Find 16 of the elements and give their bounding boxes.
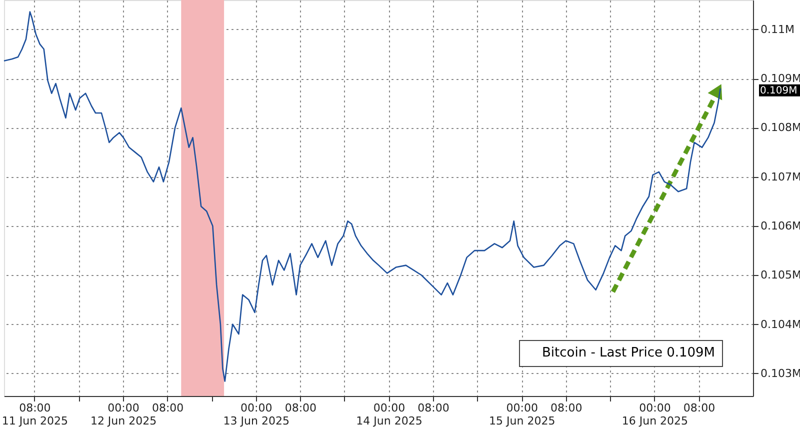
x-tick-label: 08:00 <box>418 402 450 414</box>
x-tick-label: 08:00 11 Jun 2025 <box>2 402 68 428</box>
x-tick-label: 08:00 <box>284 402 317 414</box>
y-tick-label: 0.105M <box>760 268 800 282</box>
y-tick-label: 0.106M <box>760 220 800 233</box>
y-tick-label: 0.11M <box>760 22 794 36</box>
x-tick-label: 08:00 <box>152 402 184 414</box>
y-tick-label: 0.103M <box>760 366 800 380</box>
text: Bitcoin - Last Price 0.109M <box>542 346 716 360</box>
x-tick-label: 08:00 <box>550 402 582 414</box>
x-tick-label: 08:00 <box>683 402 716 414</box>
y-tick-label: 0.104M <box>760 318 800 331</box>
y-tick-label: 0.108M <box>760 121 800 134</box>
y-tick-label: 0.109M <box>760 72 800 86</box>
line-series <box>3 11 721 382</box>
y-tick-label: 0.107M <box>760 170 800 184</box>
